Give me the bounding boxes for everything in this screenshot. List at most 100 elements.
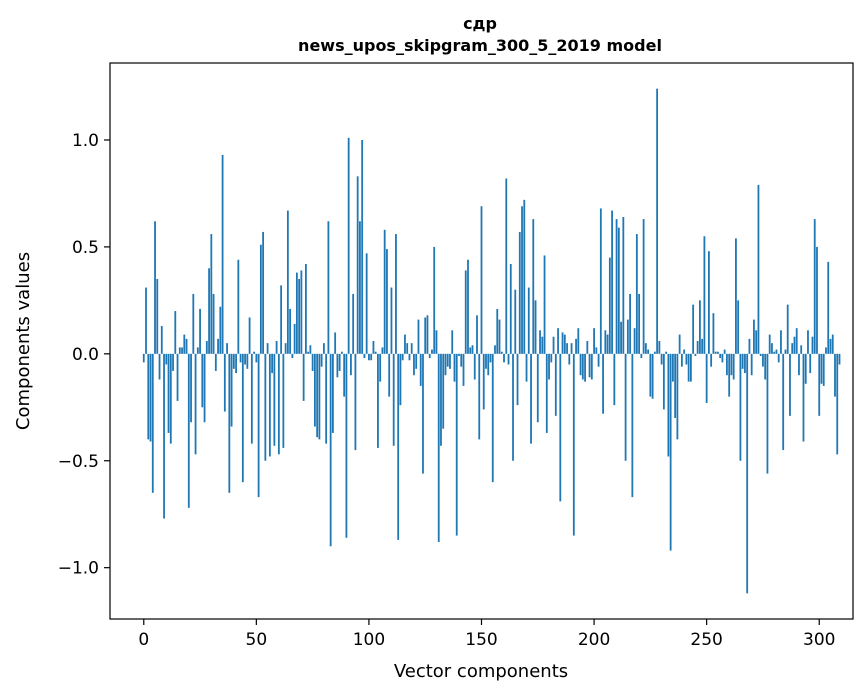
- bar-105: [379, 353, 382, 382]
- bar-73: [307, 351, 310, 354]
- bar-106: [381, 347, 384, 354]
- bar-169: [523, 199, 526, 354]
- bar-207: [608, 257, 611, 354]
- bar-115: [401, 353, 404, 361]
- bar-163: [509, 264, 512, 354]
- bar-289: [793, 336, 796, 354]
- bar-171: [527, 287, 530, 354]
- bar-285: [784, 349, 787, 354]
- bar-56: [268, 353, 271, 457]
- bar-260: [728, 353, 731, 397]
- bar-298: [813, 219, 816, 354]
- bar-227: [653, 351, 656, 354]
- bar-80: [322, 343, 325, 354]
- bar-179: [545, 353, 548, 433]
- bar-1: [145, 287, 147, 354]
- bar-296: [809, 353, 812, 374]
- bar-268: [746, 353, 749, 594]
- bar-29: [208, 268, 210, 354]
- bar-74: [309, 345, 312, 354]
- bar-225: [649, 353, 652, 397]
- bar-202: [597, 353, 600, 367]
- bar-57: [271, 353, 274, 374]
- bar-182: [552, 336, 555, 354]
- x-tick-label: 300: [803, 630, 835, 650]
- bar-134: [444, 353, 447, 376]
- bar-183: [554, 353, 557, 416]
- y-tick-label: 0.0: [72, 345, 99, 365]
- bar-265: [739, 353, 742, 461]
- bar-20: [187, 353, 190, 508]
- bar-194: [579, 353, 582, 376]
- bar-226: [651, 353, 654, 399]
- bar-205: [604, 330, 607, 354]
- bar-224: [647, 349, 650, 354]
- bar-107: [383, 229, 386, 354]
- bar-293: [802, 353, 805, 442]
- bar-38: [228, 353, 231, 493]
- bar-166: [516, 353, 519, 406]
- bar-103: [374, 351, 377, 354]
- bar-221: [640, 353, 643, 359]
- bar-162: [507, 353, 510, 365]
- bar-165: [514, 289, 517, 354]
- bar-206: [606, 334, 609, 354]
- bar-146: [471, 345, 474, 354]
- bar-250: [705, 353, 708, 404]
- bar-149: [478, 353, 481, 440]
- bar-274: [759, 353, 762, 356]
- bar-295: [807, 330, 809, 354]
- bar-236: [674, 353, 677, 418]
- bar-254: [714, 351, 717, 354]
- bar-12: [169, 353, 172, 444]
- bar-137: [451, 330, 454, 354]
- bar-198: [588, 353, 591, 378]
- bar-270: [750, 353, 753, 376]
- y-ticks-group: −1.0 −0.5 0.0 0.5 1.0: [58, 131, 110, 579]
- bar-128: [431, 349, 433, 354]
- bar-177: [541, 336, 544, 354]
- bar-259: [726, 353, 728, 376]
- bar-180: [548, 353, 550, 380]
- bar-275: [762, 353, 764, 367]
- bar-209: [613, 353, 616, 406]
- bar-77: [316, 353, 319, 438]
- bar-258: [723, 349, 726, 354]
- bar-99: [365, 253, 368, 354]
- bar-87: [338, 353, 341, 371]
- bar-208: [611, 210, 613, 354]
- x-axis-label: Vector components: [394, 661, 568, 682]
- bar-211: [617, 227, 620, 354]
- bars-group: [142, 88, 841, 594]
- bar-276: [764, 353, 767, 380]
- x-tick-label: 150: [465, 630, 497, 650]
- bar-113: [397, 353, 400, 540]
- bar-98: [363, 353, 366, 359]
- bar-173: [532, 219, 535, 354]
- bar-175: [536, 353, 539, 423]
- bar-257: [721, 353, 724, 363]
- bar-305: [829, 338, 832, 354]
- bar-249: [703, 236, 706, 354]
- bar-55: [266, 343, 269, 354]
- bar-238: [678, 334, 681, 354]
- x-tick-label: 100: [353, 630, 385, 650]
- bar-152: [485, 353, 487, 369]
- bar-101: [370, 353, 373, 361]
- bar-231: [662, 353, 665, 410]
- bar-76: [313, 353, 316, 427]
- bar-263: [735, 238, 737, 354]
- x-tick-label: 50: [246, 630, 268, 650]
- bar-278: [768, 334, 771, 354]
- bar-187: [563, 334, 566, 354]
- bar-214: [624, 353, 627, 461]
- bar-11: [167, 353, 170, 433]
- bar-83: [329, 353, 332, 547]
- bar-26: [201, 353, 204, 408]
- bar-151: [482, 353, 485, 410]
- bar-148: [476, 315, 478, 354]
- bar-294: [804, 353, 807, 384]
- bar-174: [534, 300, 537, 354]
- bar-82: [327, 221, 330, 354]
